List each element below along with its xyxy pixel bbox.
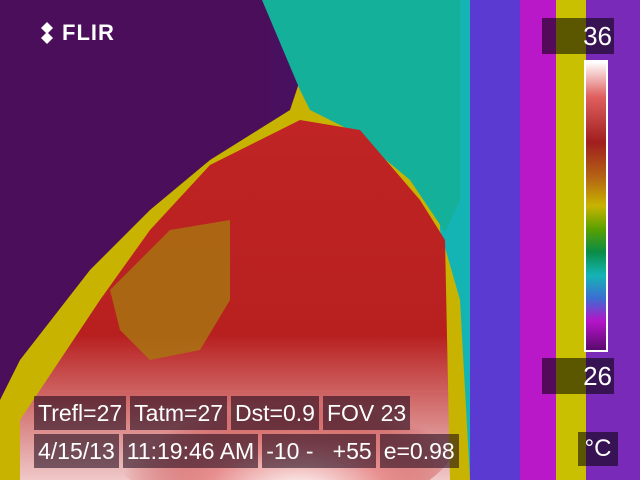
parameters-row-1: Trefl=27 Tatm=27 Dst=0.9 FOV 23 [34,396,411,430]
capture-time: 11:19:46 AM [122,434,259,468]
atmospheric-temperature: Tatm=27 [130,396,228,430]
capture-date: 4/15/13 [34,434,119,468]
field-of-view: FOV 23 [322,396,411,430]
distance: Dst=0.9 [231,396,319,430]
flir-logo-text: FLIR [62,20,115,45]
flir-logo-icon [36,22,58,44]
emissivity: e=0.98 [379,434,459,468]
reflected-temperature: Trefl=27 [34,396,127,430]
flir-logo: FLIR [36,20,115,46]
scale-min-value: 26 [542,358,614,394]
scale-max-value: 36 [542,18,614,54]
parameters-row-2: 4/15/13 11:19:46 AM -10 - +55 e=0.98 [34,434,459,468]
measurement-range: -10 - +55 [262,434,376,468]
temperature-scale-bar [584,60,608,352]
temperature-unit: °C [578,432,618,466]
